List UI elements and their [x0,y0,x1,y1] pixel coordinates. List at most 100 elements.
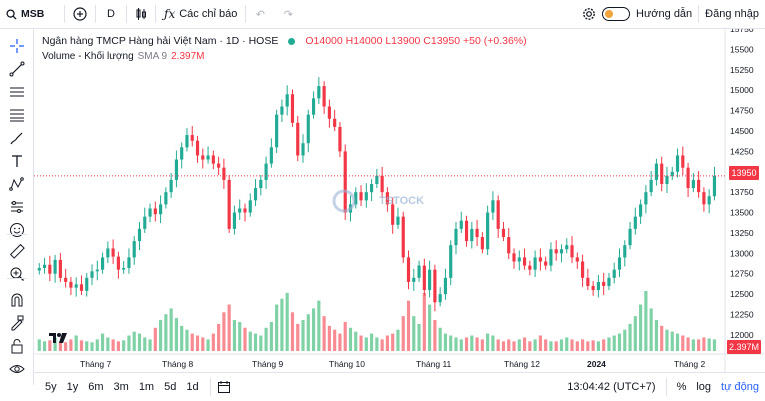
candle-body [443,277,448,295]
candle-body [174,159,179,180]
volume-bar [264,327,268,351]
candle-body [449,245,453,278]
volume-bar [370,333,374,351]
candle-body [544,261,548,266]
auto-toggle[interactable]: tự động [721,381,759,393]
candle-body [58,259,62,278]
compare-button[interactable] [65,0,95,28]
candle-body [69,281,73,288]
indicators-button[interactable]: ƒx Các chỉ báo [156,0,245,28]
magnet-tool[interactable] [8,291,26,309]
clock-time[interactable]: 13:04:42 (UTC+7) [567,381,656,393]
guide-link[interactable]: Hướng dẫn [636,8,693,20]
candle-body [280,106,284,115]
chart-type-button[interactable] [127,0,155,28]
eye-icon [9,365,25,373]
trendline-tool[interactable] [8,60,26,78]
fib-tool[interactable] [8,106,26,124]
range-5y[interactable]: 5y [45,381,57,393]
goto-date-icon[interactable] [217,380,231,394]
candle-body [644,192,648,205]
candle-body [454,228,458,246]
range-1y[interactable]: 1y [66,381,79,393]
divider [245,5,247,23]
range-5d[interactable]: 5d [164,381,177,393]
candle-body [554,249,558,254]
volume-bar [533,339,537,351]
volume-bar [612,335,616,351]
volume-bar [401,316,405,351]
volume-bar [522,337,527,351]
hide-tool[interactable] [8,360,26,378]
range-3m[interactable]: 3m [113,381,129,393]
volume-bar [644,291,648,351]
candle-body [343,151,347,213]
candle-body [464,220,469,242]
redo-button[interactable]: ↷ [274,0,302,28]
volume-bar [143,337,147,351]
volume-bar [512,341,516,351]
undo-button[interactable]: ↶ [246,0,274,28]
candle-body [85,277,89,291]
candle-body [74,284,78,288]
range-1d[interactable]: 1d [186,381,199,393]
candle-body [159,204,163,215]
lock-drawings-tool[interactable] [8,314,26,332]
candle-body [190,135,194,141]
price-chart[interactable]: 1575015500152501500014750145001425014000… [34,29,765,372]
symbol-search[interactable]: MSB [0,0,64,28]
candle-body [79,284,84,291]
volume-bar [549,341,553,351]
zoom-tool[interactable] [8,265,26,283]
volume-bar [48,340,52,351]
pattern-tool[interactable] [8,175,26,193]
candle-body [681,155,685,168]
candle-body [596,281,600,291]
volume-bar [338,333,342,351]
price-tick-label: 15750 [730,29,754,34]
volume-bar [686,337,690,351]
pattern-icon [9,177,24,191]
gear-icon[interactable] [582,7,596,21]
volume-bar [406,300,411,351]
icons-tool[interactable] [8,221,26,239]
candle-body [697,179,701,193]
candle-body [396,216,400,225]
candle-body [486,212,490,250]
time-axis-label: Tháng 9 [252,359,283,369]
plus-circle-icon [73,7,87,21]
price-tick-label: 15250 [730,65,754,75]
tradingview-logo[interactable] [48,332,68,347]
range-6m[interactable]: 6m [88,381,104,393]
volume-bar [222,312,226,351]
candle-body [375,175,379,184]
volume-bar [322,316,326,351]
prediction-tool[interactable] [8,198,26,216]
search-icon [6,8,17,20]
volume-bar [580,339,585,351]
percent-toggle[interactable]: % [676,381,687,393]
theme-toggle[interactable] [602,7,630,21]
measure-tool[interactable] [8,242,26,260]
candle-body [633,216,637,229]
volume-bar [195,335,200,351]
price-tick-label: 14750 [730,106,754,116]
crosshair-tool[interactable] [8,37,26,55]
lines-tool[interactable] [8,83,26,101]
candle-body [575,257,579,262]
text-tool[interactable] [8,152,26,170]
brush-tool[interactable] [8,129,26,147]
crosshair-icon [10,39,24,53]
volume-bar [243,327,247,351]
range-1m[interactable]: 1m [138,381,155,393]
login-link[interactable]: Đăng nhập [705,8,759,20]
smiley-icon [10,223,24,237]
candle-body [607,277,611,286]
volume-bar [37,339,41,351]
divider [155,5,156,23]
volume-bar [85,341,89,351]
lock-tool[interactable] [8,337,26,355]
log-toggle[interactable]: log [696,381,712,393]
interval-button[interactable]: D [107,8,115,20]
candle-body [227,179,231,229]
